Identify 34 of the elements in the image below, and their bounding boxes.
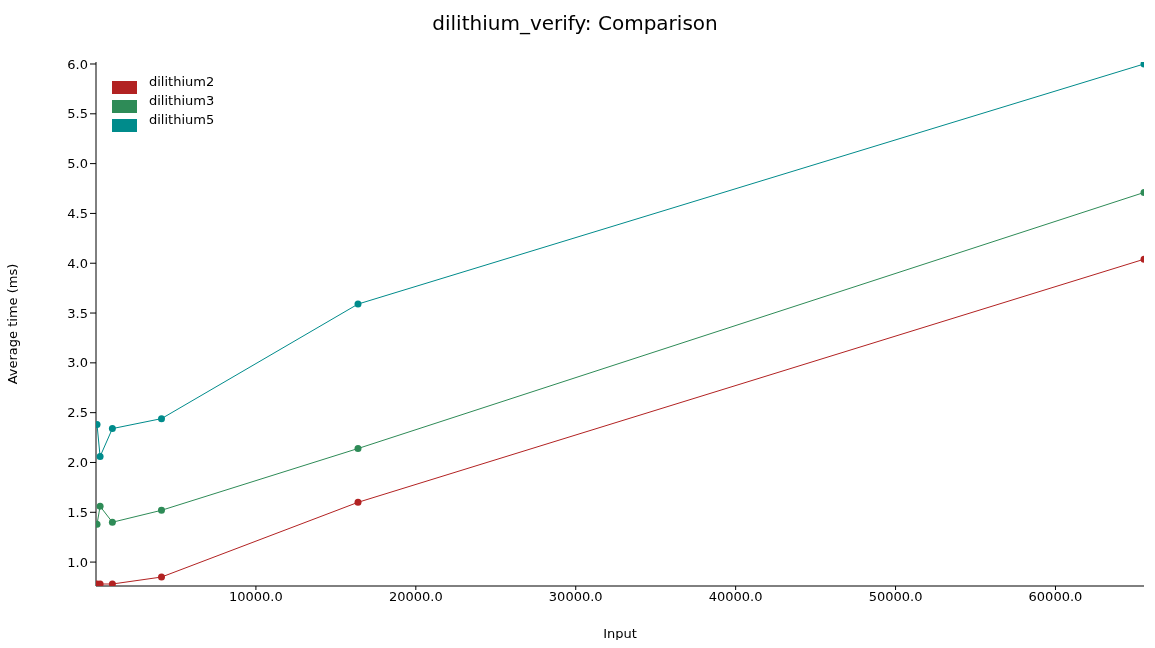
point <box>108 518 116 526</box>
x-axis-title: Input <box>603 626 637 641</box>
point <box>108 580 116 586</box>
y-tick-label: 1.0 <box>67 554 88 570</box>
legend-label: dilithium2 <box>149 74 215 89</box>
x-tick-label: 40000.0 <box>708 589 763 605</box>
point <box>158 573 165 581</box>
y-axis-title: Average time (ms) <box>4 263 20 385</box>
point <box>354 498 362 506</box>
point <box>354 300 362 308</box>
y-tick-label: 1.5 <box>67 504 88 520</box>
x-tick-label: 50000.0 <box>868 589 923 605</box>
x-tick-label: 30000.0 <box>548 589 603 605</box>
point <box>108 425 116 433</box>
point <box>158 415 165 423</box>
x-tick-label: 20000.0 <box>388 589 443 605</box>
y-tick-label: 3.0 <box>67 355 88 371</box>
point <box>354 445 362 453</box>
x-tick-label: 60000.0 <box>1028 589 1083 605</box>
legend-label: dilithium3 <box>149 93 215 108</box>
y-tick-label: 5.0 <box>67 156 88 172</box>
point <box>96 502 104 510</box>
point <box>158 506 165 514</box>
y-tick-label: 4.0 <box>67 255 88 271</box>
legend-label: dilithium5 <box>149 112 215 127</box>
y-tick-label: 2.0 <box>67 455 88 471</box>
y-tick-label: 6.0 <box>67 56 88 72</box>
y-tick-label: 4.5 <box>67 206 88 222</box>
y-tick-label: 2.5 <box>67 405 88 421</box>
chart-title: dilithium_verify: Comparison <box>431 11 719 35</box>
y-tick-label: 3.5 <box>67 305 88 321</box>
x-tick-label: 10000.0 <box>229 589 283 605</box>
point <box>96 452 104 460</box>
y-tick-label: 5.5 <box>67 106 88 122</box>
